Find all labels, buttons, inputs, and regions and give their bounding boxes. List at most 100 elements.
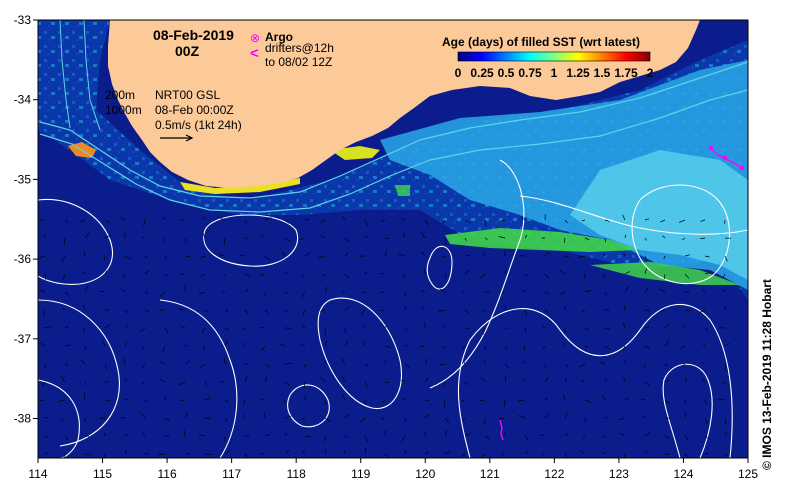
colorbar-tick-label: 1.5 — [594, 66, 611, 80]
current-vector — [624, 397, 629, 401]
current-vector — [421, 290, 426, 293]
current-vector — [124, 448, 128, 455]
y-tick-label: -33 — [14, 13, 32, 27]
current-vector — [501, 219, 506, 222]
current-vector — [259, 273, 266, 276]
current-vector — [702, 343, 706, 347]
current-vector — [64, 435, 69, 441]
contour-ring-east — [631, 184, 730, 285]
current-vector — [320, 309, 326, 312]
current-vector — [700, 219, 706, 222]
current-vector — [684, 435, 689, 441]
current-vector — [481, 309, 486, 313]
current-vector — [604, 345, 610, 350]
current-vector — [104, 381, 109, 383]
current-vector — [140, 327, 146, 333]
current-vector — [204, 417, 211, 420]
current-vector — [320, 376, 326, 383]
current-vector — [384, 381, 390, 384]
current-vector — [83, 250, 86, 257]
contour-line-6 — [662, 363, 713, 458]
current-vector — [400, 435, 406, 442]
current-vector — [344, 237, 350, 243]
current-vector — [184, 344, 189, 347]
current-vector — [544, 309, 550, 314]
current-vector — [563, 237, 566, 243]
x-tick-label: 125 — [738, 467, 758, 481]
current-vector — [84, 345, 86, 350]
current-vector — [564, 432, 569, 437]
current-vector — [524, 451, 529, 455]
current-vector — [464, 254, 471, 257]
current-vector — [380, 291, 386, 293]
current-vector — [564, 377, 567, 383]
current-vector — [522, 289, 526, 293]
current-vector — [183, 429, 186, 437]
map-date-title: 08-Feb-2019 — [153, 27, 234, 43]
current-vector — [184, 255, 191, 258]
current-vector — [644, 286, 649, 293]
current-vector — [124, 399, 129, 401]
current-vector — [342, 395, 346, 401]
current-vector — [584, 237, 590, 241]
current-vector — [463, 360, 466, 365]
colorbar-tick-label: 1.25 — [566, 66, 590, 80]
current-vector — [361, 309, 366, 315]
current-vector — [304, 218, 309, 221]
current-vector — [563, 394, 566, 401]
current-vector — [44, 326, 52, 329]
current-vector — [524, 435, 529, 441]
current-vector — [261, 345, 266, 351]
drifter-track-south — [499, 419, 504, 441]
current-vector — [63, 237, 66, 245]
current-vector — [602, 452, 606, 455]
current-vector — [580, 450, 586, 455]
current-vector — [644, 309, 650, 312]
argo-float-marker — [708, 145, 714, 151]
current-vector — [583, 273, 586, 279]
current-vector — [518, 414, 526, 419]
current-vector — [624, 271, 630, 275]
current-vector — [364, 235, 369, 239]
current-vector — [123, 357, 126, 365]
current-vector — [681, 237, 686, 241]
current-vector — [444, 237, 447, 245]
current-vector — [44, 452, 49, 455]
current-vector — [344, 340, 349, 347]
current-vector — [442, 345, 446, 349]
current-vector — [424, 219, 429, 226]
current-vector — [564, 412, 568, 419]
current-vector — [81, 359, 86, 365]
current-vector — [622, 345, 626, 351]
current-vector — [604, 237, 606, 243]
current-vector — [544, 251, 550, 257]
current-vector — [84, 286, 89, 293]
current-vector — [62, 273, 66, 281]
current-vector — [680, 345, 686, 350]
current-vector — [384, 237, 389, 239]
current-vector — [380, 272, 386, 275]
current-vector — [39, 289, 46, 293]
current-vector — [404, 306, 407, 311]
colorbar-tick-label: 2 — [647, 66, 654, 80]
current-vector — [364, 363, 369, 367]
current-vector — [623, 305, 626, 311]
current-vector — [424, 269, 426, 275]
x-tick-label: 117 — [222, 467, 241, 481]
current-vector — [604, 219, 610, 222]
current-vector — [162, 345, 166, 353]
current-vector — [564, 255, 570, 258]
current-vector — [523, 361, 526, 365]
current-vector — [402, 397, 406, 401]
current-vector — [702, 362, 706, 365]
current-vector — [324, 359, 327, 365]
x-tick-label: 119 — [351, 467, 370, 481]
current-vector — [724, 432, 728, 437]
current-vector — [199, 363, 206, 369]
current-vector — [84, 232, 90, 239]
current-vector — [479, 273, 486, 279]
sea-level-contours — [38, 159, 748, 458]
current-vector — [244, 376, 248, 383]
current-vector — [581, 309, 586, 313]
current-vector — [104, 219, 111, 224]
